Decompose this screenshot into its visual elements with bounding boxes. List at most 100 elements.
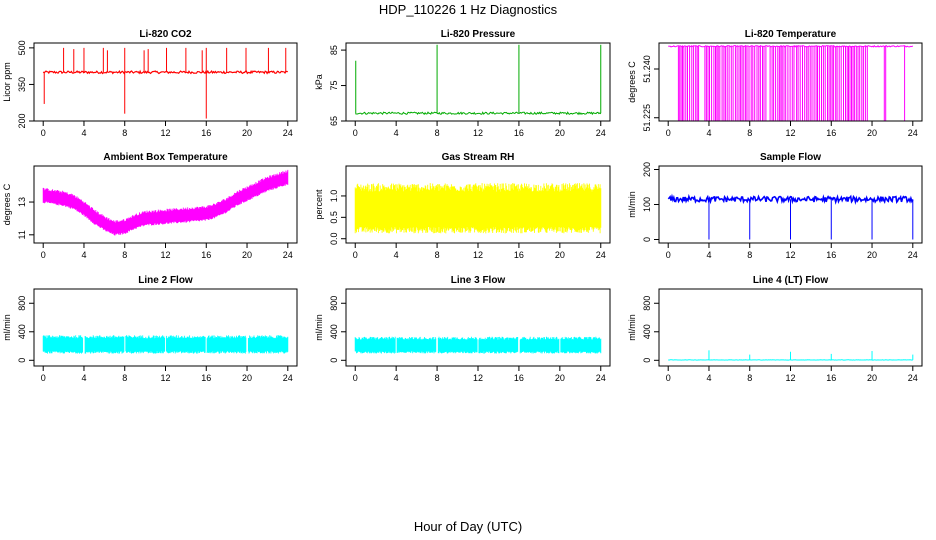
temperature-dropout-mark bbox=[769, 46, 795, 121]
y-tick-label: 350 bbox=[17, 77, 27, 92]
y-tick-label: 51.240 bbox=[642, 55, 652, 83]
y-tick-label: 200 bbox=[17, 113, 27, 128]
x-tick-label: 8 bbox=[122, 250, 127, 260]
temperature-dropout-mark bbox=[677, 46, 700, 121]
panel-title: Li-820 Temperature bbox=[745, 29, 837, 40]
y-axis-label: degrees C bbox=[2, 183, 12, 225]
y-tick-label: 13 bbox=[17, 197, 27, 207]
x-tick-label: 16 bbox=[201, 373, 211, 383]
y-tick-label: 11 bbox=[17, 230, 27, 239]
y-axis-label: ml/min bbox=[627, 314, 637, 341]
x-tick-label: 4 bbox=[81, 128, 86, 138]
flow-band bbox=[42, 335, 289, 354]
y-tick-label: 0 bbox=[642, 358, 652, 363]
x-tick-label: 12 bbox=[160, 373, 170, 383]
x-tick-label: 12 bbox=[785, 373, 795, 383]
data-marks bbox=[354, 183, 602, 234]
x-tick-label: 20 bbox=[242, 373, 252, 383]
x-tick-label: 4 bbox=[706, 128, 711, 138]
y-tick-label: 0 bbox=[17, 358, 27, 363]
x-tick-label: 0 bbox=[41, 128, 46, 138]
y-tick-label: 500 bbox=[17, 40, 27, 55]
data-marks bbox=[355, 44, 602, 116]
x-tick-label: 8 bbox=[435, 373, 440, 383]
x-tick-label: 8 bbox=[435, 250, 440, 260]
figure-title: HDP_110226 1 Hz Diagnostics bbox=[379, 2, 558, 17]
panel-6: Line 2 Flow ml/min 0 4 8 12 16 20 24 0 400 800 bbox=[2, 275, 298, 383]
x-tick-label: 24 bbox=[908, 373, 918, 383]
y-axis-label: degrees C bbox=[627, 61, 637, 103]
x-tick-label: 20 bbox=[555, 128, 565, 138]
flow-band bbox=[354, 336, 602, 354]
panel-8: Line 4 (LT) Flow ml/min 0 4 8 12 16 20 24 0 400 800 bbox=[627, 275, 923, 383]
global-x-axis-label: Hour of Day (UTC) bbox=[414, 519, 522, 534]
data-marks bbox=[668, 350, 914, 361]
x-tick-label: 16 bbox=[826, 128, 836, 138]
temperature-dropout-mark bbox=[704, 46, 767, 121]
x-tick-label: 12 bbox=[160, 250, 170, 260]
x-tick-label: 24 bbox=[596, 250, 606, 260]
temperature-dropout-mark bbox=[796, 46, 868, 121]
y-tick-label: 400 bbox=[642, 324, 652, 339]
temperature-dropout-mark bbox=[883, 46, 887, 121]
data-marks bbox=[354, 336, 602, 354]
y-tick-label: 65 bbox=[329, 116, 339, 126]
x-tick-label: 20 bbox=[555, 250, 565, 260]
panel-7: Line 3 Flow ml/min 0 4 8 12 16 20 24 0 400 800 bbox=[314, 275, 611, 383]
x-tick-label: 12 bbox=[473, 250, 483, 260]
plot-frame bbox=[33, 288, 298, 367]
x-tick-label: 0 bbox=[353, 250, 358, 260]
x-tick-label: 0 bbox=[666, 250, 671, 260]
x-tick-label: 0 bbox=[666, 128, 671, 138]
y-tick-label: 85 bbox=[329, 45, 339, 55]
x-tick-label: 20 bbox=[867, 373, 877, 383]
y-axis-label: ml/min bbox=[314, 314, 324, 341]
x-tick-label: 20 bbox=[867, 250, 877, 260]
x-tick-label: 0 bbox=[353, 373, 358, 383]
panel-title: Li-820 CO2 bbox=[139, 29, 192, 40]
x-tick-label: 12 bbox=[473, 373, 483, 383]
panel-title: Sample Flow bbox=[760, 152, 821, 163]
x-tick-label: 16 bbox=[514, 250, 524, 260]
y-axis-label: ml/min bbox=[2, 314, 12, 341]
x-tick-label: 8 bbox=[747, 250, 752, 260]
panel-title: Gas Stream RH bbox=[442, 152, 515, 163]
y-tick-label: 0 bbox=[329, 358, 339, 363]
panel-4: Gas Stream RH percent 0 4 8 12 16 20 24 0.0 0.5 1.0 bbox=[314, 152, 611, 260]
ambient-temp-band bbox=[42, 169, 289, 236]
x-tick-label: 12 bbox=[160, 128, 170, 138]
x-tick-label: 16 bbox=[514, 373, 524, 383]
x-tick-label: 24 bbox=[283, 128, 293, 138]
pressure-line bbox=[355, 111, 602, 116]
x-tick-label: 16 bbox=[826, 250, 836, 260]
x-tick-label: 8 bbox=[122, 373, 127, 383]
x-tick-label: 4 bbox=[706, 250, 711, 260]
x-tick-label: 24 bbox=[908, 128, 918, 138]
data-marks bbox=[42, 47, 288, 119]
panel-title: Line 4 (LT) Flow bbox=[753, 275, 829, 286]
panel-title: Li-820 Pressure bbox=[441, 29, 516, 40]
panel-2: Li-820 Temperature degrees C 0 4 8 12 16 20 24 51… bbox=[627, 29, 923, 138]
x-tick-label: 24 bbox=[283, 373, 293, 383]
y-axis-label: percent bbox=[314, 189, 324, 220]
x-tick-label: 16 bbox=[826, 373, 836, 383]
x-tick-label: 20 bbox=[867, 128, 877, 138]
y-tick-label: 100 bbox=[642, 197, 652, 212]
y-axis-label: kPa bbox=[314, 74, 324, 90]
data-marks bbox=[42, 335, 289, 354]
x-tick-label: 20 bbox=[242, 250, 252, 260]
panel-5: Sample Flow ml/min 0 4 8 12 16 20 24 0 100 200 bbox=[627, 152, 923, 260]
plot-frame bbox=[345, 42, 611, 122]
panel-title: Line 3 Flow bbox=[451, 275, 506, 286]
panel-title: Ambient Box Temperature bbox=[103, 152, 228, 163]
x-tick-label: 8 bbox=[435, 128, 440, 138]
y-tick-label: 400 bbox=[329, 324, 339, 339]
x-tick-label: 8 bbox=[747, 373, 752, 383]
y-tick-label: 1.0 bbox=[329, 190, 339, 203]
x-tick-label: 4 bbox=[394, 373, 399, 383]
x-tick-label: 8 bbox=[122, 128, 127, 138]
x-tick-label: 24 bbox=[908, 250, 918, 260]
x-tick-label: 12 bbox=[473, 128, 483, 138]
